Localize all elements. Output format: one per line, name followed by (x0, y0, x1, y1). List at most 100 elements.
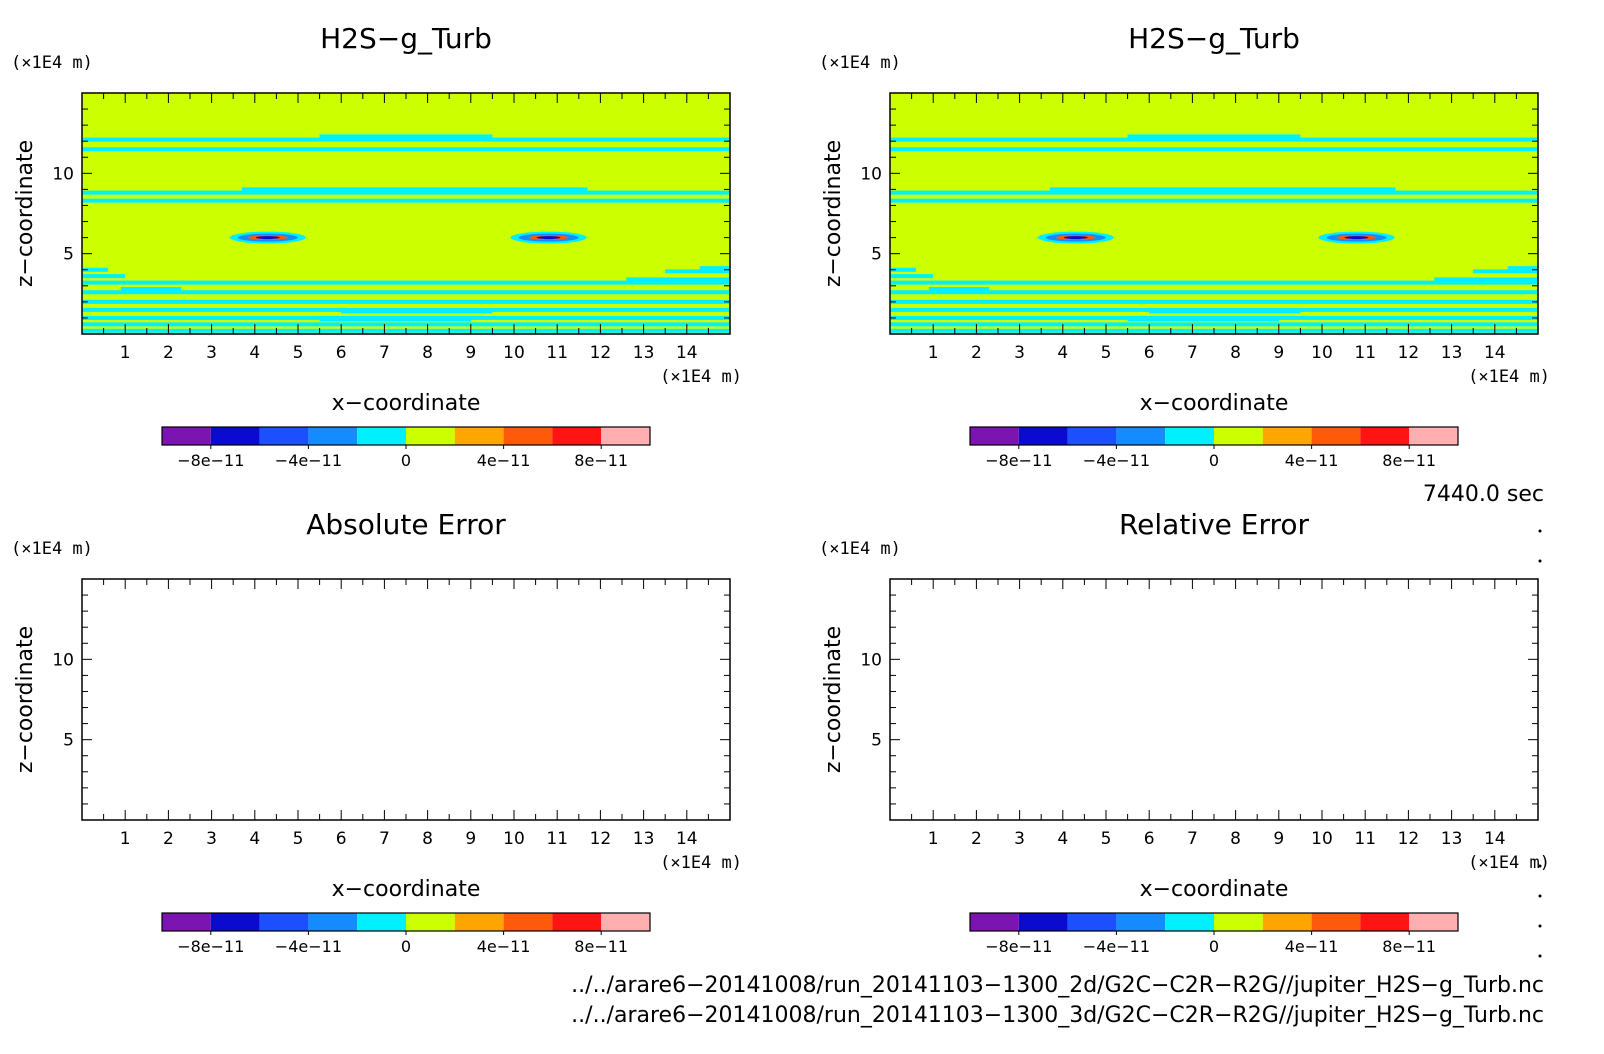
dot-markers (1538, 529, 1542, 958)
time-label: 7440.0 sec (1423, 482, 1544, 507)
y-tick-label: 10 (860, 650, 882, 670)
x-tick-label: 12 (590, 829, 612, 849)
colorbar-tick-label: −8e−11 (177, 451, 244, 470)
x-tick-label: 10 (1311, 829, 1333, 849)
colorbar-swatch (1116, 427, 1166, 445)
contour-band (1149, 309, 1301, 314)
chart-title: H2S−g_Turb (1128, 22, 1300, 55)
colorbar-tick-label: 8e−11 (1382, 937, 1436, 956)
y-axis-label: z−coordinate (13, 626, 38, 773)
x-tick-label: 4 (1057, 829, 1068, 849)
contour-band (890, 322, 1538, 327)
colorbar-swatch (970, 427, 1019, 445)
y-tick-label: 10 (52, 650, 74, 670)
chart-title: H2S−g_Turb (320, 22, 492, 55)
x-unit-label: (×1E4 m) (1468, 853, 1550, 873)
y-unit-label: (×1E4 m) (11, 53, 93, 73)
contour-band (1049, 187, 1396, 192)
x-tick-label: 12 (590, 343, 612, 363)
dot-marker (1538, 954, 1542, 958)
colorbar-swatch (210, 427, 260, 445)
chart-panel-1: H2S−g_Turb(×1E4 m)1 2 3 4 5 6 7 8 9 10 11 12 13 14510… (11, 22, 742, 470)
x-tick-label: 6 (336, 829, 347, 849)
colorbar-swatch (357, 427, 406, 445)
extremum-center (1063, 236, 1088, 240)
x-tick-label: 1 (928, 343, 939, 363)
colorbar-tick-label: 4e−11 (1285, 451, 1339, 470)
contour-band (82, 147, 730, 152)
y-tick-label: 5 (63, 245, 74, 265)
y-tick-label: 5 (63, 731, 74, 751)
x-tick-label: 4 (1057, 343, 1068, 363)
colorbar-tick-label: 4e−11 (477, 937, 531, 956)
x-unit-label: (×1E4 m) (1468, 367, 1550, 387)
chart-panel-4: Relative Error(×1E4 m)1 2 3 4 5 6 7 8 9 10 11 12 13 1… (819, 508, 1550, 956)
colorbar: −8e−11 −4e−11 0 4e−11 8e−11 (969, 426, 1459, 470)
colorbar-swatch (1165, 913, 1214, 931)
contour-band (82, 190, 730, 195)
colorbar-swatch (210, 913, 260, 931)
y-axis-label: z−coordinate (821, 626, 846, 773)
colorbar-swatch (1409, 913, 1458, 931)
colorbar-swatch (1214, 427, 1263, 445)
contour-band (319, 134, 493, 139)
colorbar-tick-label: 0 (401, 451, 411, 470)
x-tick-label: 5 (1101, 829, 1112, 849)
x-tick-label: 14 (676, 829, 698, 849)
x-tick-label: 4 (249, 829, 260, 849)
colorbar-tick-label: 8e−11 (574, 451, 628, 470)
y-tick-label: 10 (860, 164, 882, 184)
x-axis-label: x−coordinate (332, 877, 481, 902)
file-path-2d: ../../arare6−20141008/run_20141103−1300_… (571, 973, 1544, 998)
x-tick-label: 14 (676, 343, 698, 363)
colorbar-swatch (406, 913, 455, 931)
contour-band (82, 137, 730, 142)
colorbar-swatch (1067, 913, 1117, 931)
chart-panel-2: H2S−g_Turb(×1E4 m)1 2 3 4 5 6 7 8 9 10 11 12 13 14510… (819, 22, 1550, 470)
x-tick-label: 8 (1230, 343, 1241, 363)
x-tick-label: 8 (1230, 829, 1241, 849)
dot-marker (1538, 559, 1542, 563)
contour-band (82, 274, 126, 279)
plot-frame (81, 578, 731, 821)
y-axis-label: z−coordinate (821, 140, 846, 287)
contour-band (890, 147, 1538, 152)
colorbar-tick-label: −4e−11 (275, 451, 342, 470)
colorbar-swatch (1116, 913, 1166, 931)
contour-band (928, 287, 990, 292)
contour-field (82, 93, 730, 334)
colorbar-swatch (259, 913, 309, 931)
x-tick-label: 6 (1144, 343, 1155, 363)
chart-panel-3: Absolute Error(×1E4 m)1 2 3 4 5 6 7 8 9 10 11 12 13 1… (11, 508, 742, 956)
colorbar-swatch (970, 913, 1019, 931)
x-tick-label: 9 (1273, 829, 1284, 849)
x-tick-label: 6 (336, 343, 347, 363)
colorbar-swatch (1360, 427, 1410, 445)
contour-band (665, 269, 730, 274)
x-tick-label: 5 (293, 343, 304, 363)
x-unit-label: (×1E4 m) (660, 853, 742, 873)
contour-band (1127, 134, 1301, 139)
x-tick-label: 13 (1441, 829, 1463, 849)
colorbar-swatch (1262, 913, 1312, 931)
x-axis-label: x−coordinate (1140, 391, 1289, 416)
x-tick-label: 7 (379, 343, 390, 363)
colorbar-swatch (1311, 427, 1361, 445)
contour-band (1127, 317, 1279, 322)
x-tick-label: 11 (1354, 343, 1376, 363)
contour-band (341, 309, 493, 314)
dot-marker (1538, 924, 1542, 928)
contour-band (890, 290, 1538, 295)
colorbar-swatch (1262, 427, 1312, 445)
colorbar-tick-label: 8e−11 (574, 937, 628, 956)
x-tick-label: 2 (163, 343, 174, 363)
colorbar-swatch (1018, 913, 1068, 931)
x-tick-label: 12 (1398, 343, 1420, 363)
contour-band (699, 266, 730, 271)
dot-marker (1538, 894, 1542, 898)
contour-fill-base (82, 93, 730, 334)
colorbar-tick-label: 0 (401, 937, 411, 956)
colorbar-swatch (162, 427, 211, 445)
x-tick-label: 2 (163, 829, 174, 849)
contour-band (890, 280, 1538, 285)
